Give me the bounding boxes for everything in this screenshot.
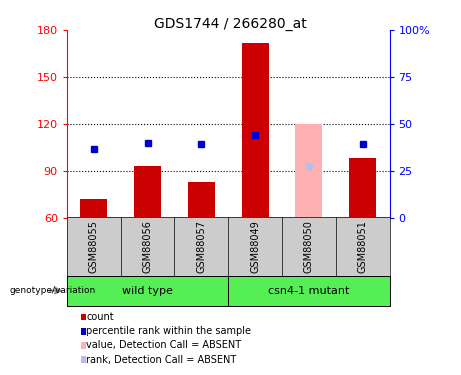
- Text: GSM88056: GSM88056: [142, 220, 153, 273]
- Text: GSM88055: GSM88055: [89, 220, 99, 273]
- Bar: [349, 158, 376, 218]
- Text: GSM88051: GSM88051: [358, 220, 368, 273]
- Bar: [228, 276, 390, 306]
- Bar: [80, 199, 107, 217]
- Text: GSM88050: GSM88050: [304, 220, 314, 273]
- Bar: [188, 182, 215, 218]
- Text: wild type: wild type: [122, 286, 173, 296]
- Text: GSM88049: GSM88049: [250, 220, 260, 273]
- Bar: [134, 166, 161, 218]
- Text: genotype/variation: genotype/variation: [9, 286, 95, 295]
- Text: value, Detection Call = ABSENT: value, Detection Call = ABSENT: [87, 340, 242, 350]
- Bar: [296, 124, 322, 218]
- Text: GSM88057: GSM88057: [196, 220, 207, 273]
- Text: percentile rank within the sample: percentile rank within the sample: [87, 326, 252, 336]
- Bar: [67, 276, 228, 306]
- Bar: [242, 42, 268, 218]
- Text: GDS1744 / 266280_at: GDS1744 / 266280_at: [154, 17, 307, 31]
- Text: count: count: [87, 312, 114, 322]
- Text: csn4-1 mutant: csn4-1 mutant: [268, 286, 349, 296]
- Text: rank, Detection Call = ABSENT: rank, Detection Call = ABSENT: [87, 355, 237, 364]
